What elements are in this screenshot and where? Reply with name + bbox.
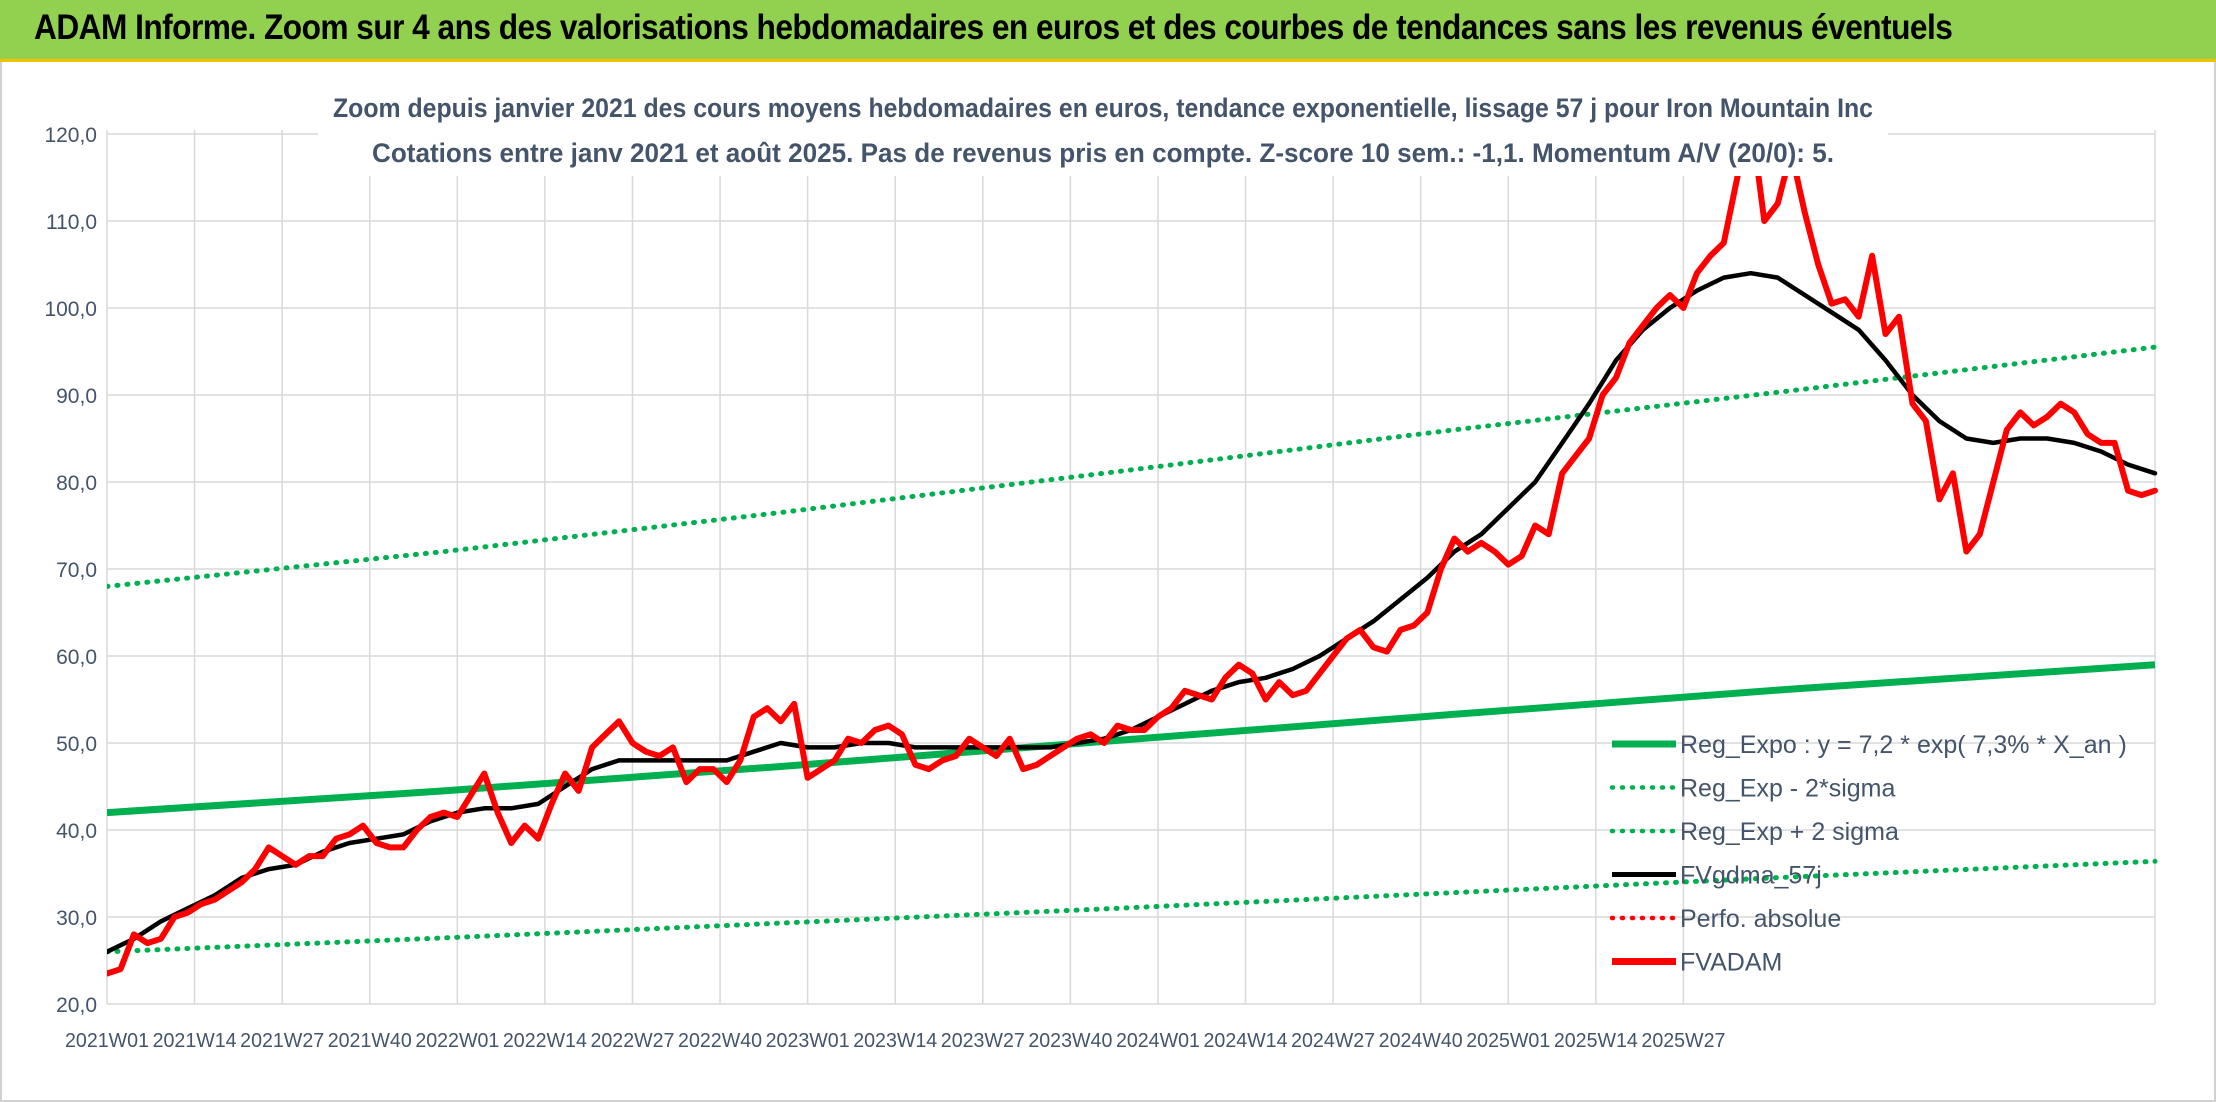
legend-label-fvadam: FVADAM [1680,949,1782,977]
x-tick-label: 2023W40 [1028,1030,1112,1052]
x-tick-label: 2021W14 [153,1030,237,1052]
x-tick-label: 2024W01 [1116,1030,1200,1052]
chart-title-background [318,84,1888,176]
y-tick-label: 50,0 [56,733,97,756]
y-tick-label: 60,0 [56,646,97,669]
x-tick-label: 2021W40 [328,1030,412,1052]
legend-label-reg-expo-y-7-2-exp-7-3-x-an: Reg_Expo : y = 7,2 * exp( 7,3% * X_an ) [1680,731,2127,759]
series-line-fvgdma-57j [107,270,2158,955]
legend-label-fvgdma-57j: FVgdma_57j [1680,862,1822,890]
x-tick-label: 2023W27 [941,1030,1025,1052]
y-tick-label: 70,0 [56,559,97,582]
chart-title-block: Zoom depuis janvier 2021 des cours moyen… [318,84,1888,176]
series-line-fvadam [107,160,2158,977]
legend-label-perfo-absolue: Perfo. absolue [1680,905,1841,933]
x-tick-label: 2022W40 [678,1030,762,1052]
x-axis-ticks: 2021W01 2021W14 2021W27 2021W40 2022W01 2022W… [65,1030,1725,1052]
x-tick-label: 2023W01 [766,1030,850,1052]
y-axis-ticks: 20,0 30,0 40,0 50,0 60,0 70,0 80,0 90,0 100,0 110… [44,124,97,1017]
y-tick-label: 120,0 [44,124,97,147]
banner-title: ADAM Informe. Zoom sur 4 ans des valoris… [34,8,1953,47]
chart-title: Zoom depuis janvier 2021 des cours moyen… [333,93,1873,123]
y-tick-label: 90,0 [56,385,97,408]
series-line-reg-exp-2-sigma [107,858,2158,955]
x-tick-label: 2024W40 [1379,1030,1463,1052]
series-line-reg-expo [107,661,2156,817]
x-tick-label: 2025W01 [1466,1030,1550,1052]
x-tick-label: 2025W27 [1641,1030,1725,1052]
x-tick-label: 2021W01 [65,1030,149,1052]
legend-label-reg-exp-2-sigma: Reg_Exp - 2*sigma [1680,775,1895,803]
chart-subtitle: Cotations entre janv 2021 et août 2025. … [372,138,1834,168]
x-tick-label: 2024W14 [1204,1030,1288,1052]
y-tick-label: 100,0 [44,298,97,321]
y-tick-label: 30,0 [56,907,97,930]
x-tick-label: 2025W14 [1554,1030,1638,1052]
x-tick-label: 2024W27 [1291,1030,1375,1052]
series [107,160,2158,977]
series-line-reg-exp-2-sigma [107,344,2158,589]
legend-label-reg-exp-2-sigma: Reg_Exp + 2 sigma [1680,818,1899,846]
x-tick-label: 2022W27 [590,1030,674,1052]
legend: Reg_Expo : y = 7,2 * exp( 7,3% * X_an ) R… [1609,731,2127,977]
x-tick-label: 2021W27 [240,1030,324,1052]
y-tick-label: 80,0 [56,472,97,495]
x-tick-label: 2022W14 [503,1030,587,1052]
y-tick-label: 110,0 [46,211,97,234]
x-tick-label: 2022W01 [415,1030,499,1052]
y-tick-label: 40,0 [56,820,97,843]
x-tick-label: 2023W14 [853,1030,937,1052]
y-tick-label: 20,0 [56,994,97,1017]
chart-frame [0,62,2216,1102]
title-banner: ADAM Informe. Zoom sur 4 ans des valoris… [0,0,2216,62]
